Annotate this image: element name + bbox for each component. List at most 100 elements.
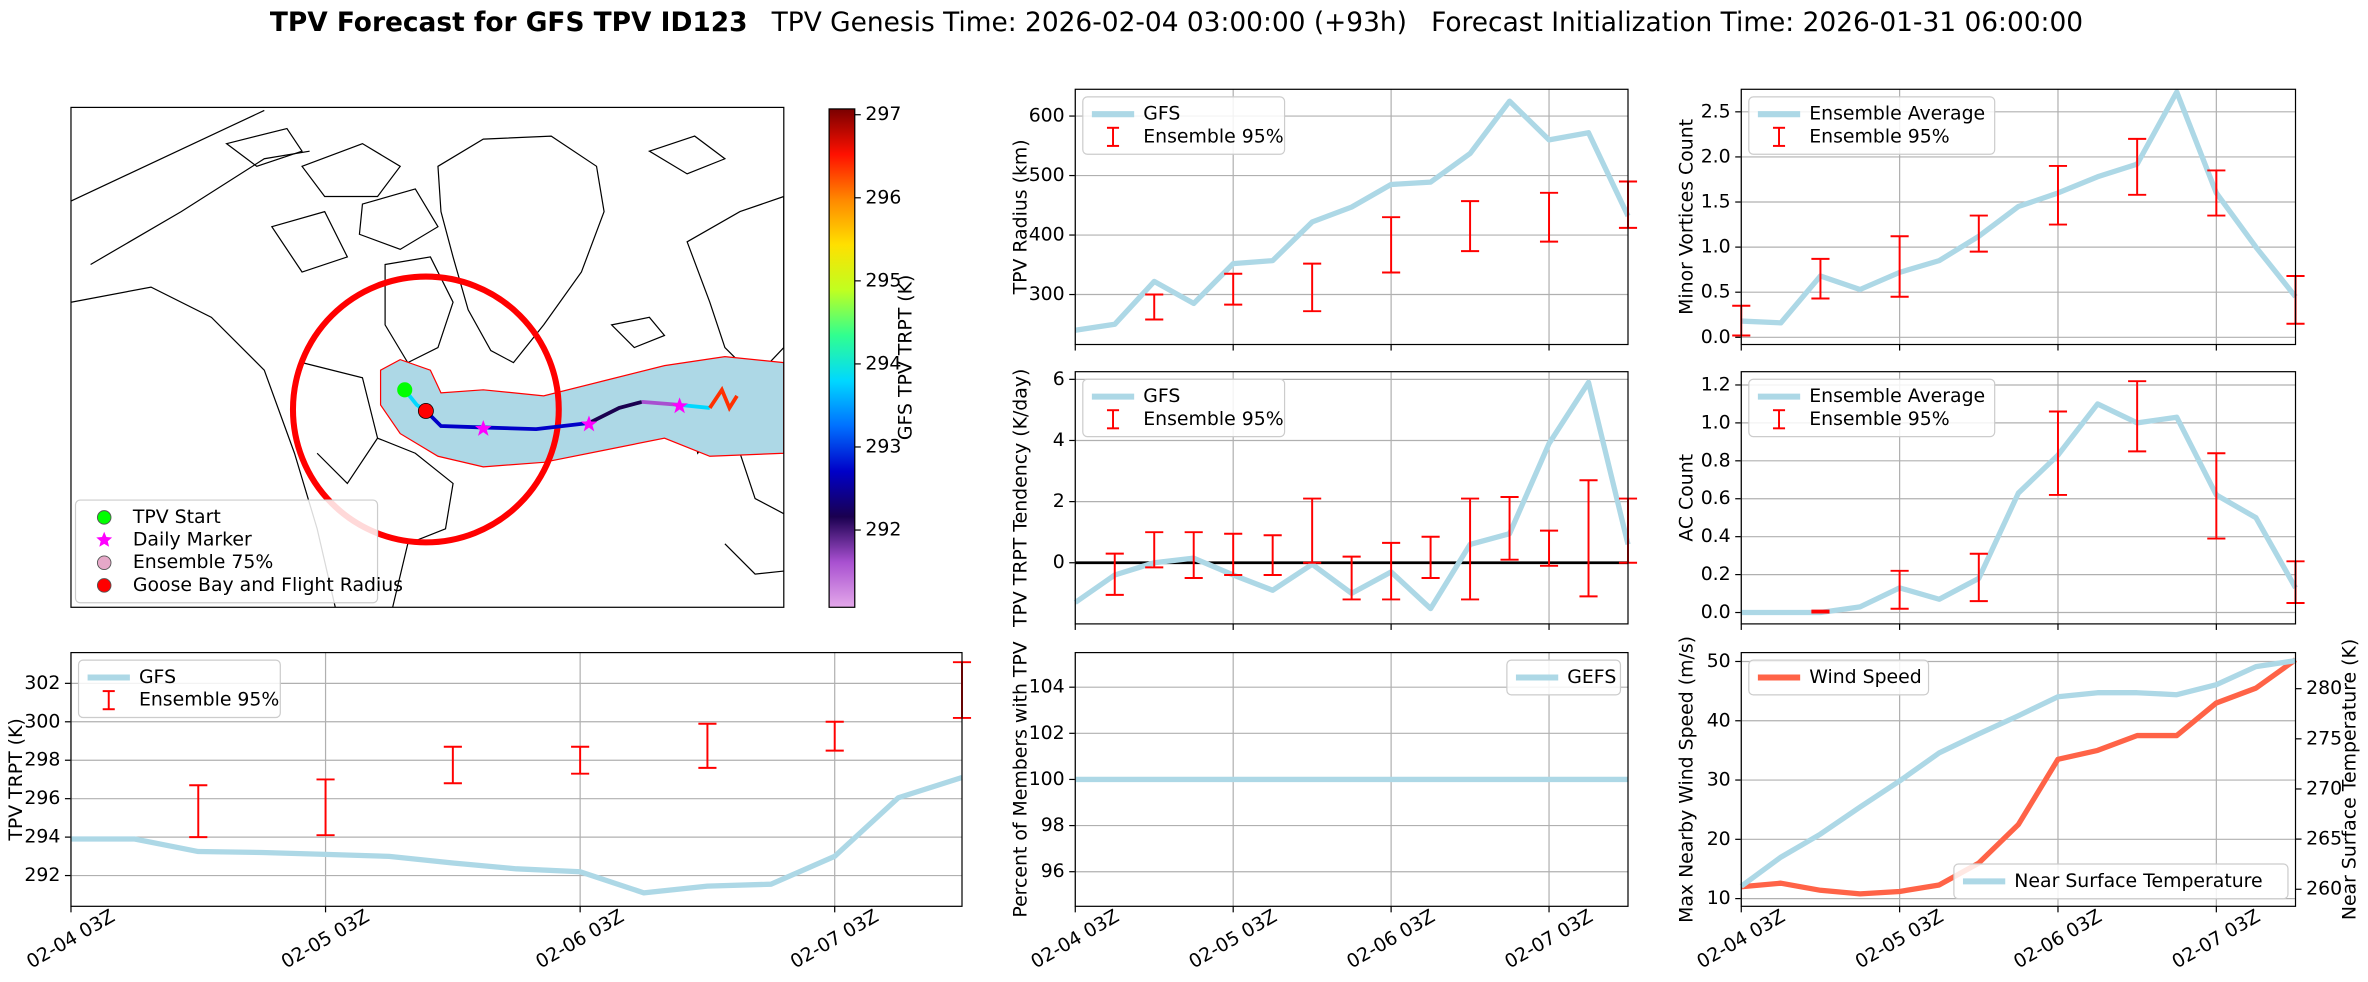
legend-label: TPV Start (132, 506, 221, 528)
legend-label: Near Surface Temperature (2014, 870, 2262, 892)
plot-frame (1740, 371, 2297, 625)
daily-marker (580, 415, 598, 432)
error-bar (698, 722, 717, 769)
y-tick-label: 294 (24, 826, 60, 848)
y-axis-label: TPV Radius (km) (1009, 139, 1031, 295)
plot-frame (1074, 371, 1629, 625)
y-tick-label: 10 (1707, 887, 1731, 909)
legend-label: GFS (139, 666, 176, 688)
y-tick-label: 102 (1029, 722, 1065, 744)
y-tick-label: 20 (1707, 828, 1731, 850)
y-tick-label: 600 (1029, 105, 1065, 127)
legend-label: Wind Speed (1809, 666, 1922, 688)
legend-label: Ensemble 95% (1143, 125, 1283, 147)
legend-marker (96, 578, 112, 593)
y-tick-label: 104 (1029, 676, 1065, 698)
legend-label: GFS (1143, 385, 1180, 407)
y-tick-label: 0.2 (1701, 563, 1731, 585)
y-tick-label: 0.8 (1701, 449, 1731, 471)
legend-marker (96, 510, 112, 525)
y-tick-label: 302 (24, 672, 60, 694)
error-bar (571, 745, 590, 775)
flight-radius (289, 273, 562, 546)
legend-label: GFS (1143, 103, 1180, 125)
legend-label: Ensemble Average (1809, 385, 1985, 407)
y-tick-label: 300 (24, 710, 60, 732)
error-bar (1105, 552, 1124, 596)
legend-label: Ensemble 95% (139, 689, 279, 711)
error-bar (1382, 216, 1401, 274)
map-frame (70, 106, 785, 608)
error-bar (1342, 555, 1361, 601)
y-tick-label: 1.0 (1701, 236, 1731, 258)
series-line (1739, 657, 2296, 889)
y-tick-label: 300 (1029, 283, 1065, 305)
error-bar (2207, 169, 2226, 217)
ensemble-region (379, 355, 784, 468)
y-axis-label: AC Count (1675, 454, 1697, 542)
legend-frame (1953, 863, 2289, 900)
coastline (90, 150, 310, 265)
error-bar (1461, 200, 1480, 253)
error-bar (1811, 257, 1830, 300)
series-line (1741, 657, 2298, 897)
legend: GEFS (1506, 659, 1622, 696)
plot-frame (1074, 651, 1629, 907)
coastline (301, 142, 402, 198)
error-bar (1421, 535, 1440, 580)
y2-tick-label: 265 (2306, 828, 2342, 850)
error-bar (1811, 609, 1830, 614)
y-axis-label: TPV TRPT Tendency (K/day) (1009, 369, 1031, 628)
y-tick-label: 0.0 (1701, 326, 1731, 348)
error-bar (2128, 380, 2147, 453)
error-bar (1382, 541, 1401, 601)
error-bar (1145, 531, 1164, 569)
coastline (270, 210, 349, 273)
error-bar (189, 784, 208, 839)
legend-frame (1748, 659, 1930, 696)
coastline (225, 127, 303, 167)
track-segment (708, 385, 739, 413)
error-bar (2128, 137, 2147, 196)
error-bar (2048, 410, 2068, 496)
y-tick-label: 1.5 (1701, 191, 1731, 213)
error-bar (1890, 569, 1909, 610)
error-bar (1184, 531, 1203, 580)
genesis-time: TPV Genesis Time: 2026-02-04 03:00:00 (+… (771, 6, 1407, 37)
colorbar-tick-label: 296 (865, 186, 901, 208)
colorbar-tick-label: 297 (865, 103, 901, 125)
colorbar-label: GFS TPV TRPT (K) (895, 275, 917, 440)
y-tick-label: 40 (1707, 709, 1731, 731)
y-tick-label: 400 (1029, 224, 1065, 246)
error-bar (1145, 293, 1164, 321)
y-tick-label: 500 (1029, 164, 1065, 186)
y-tick-label: 98 (1041, 814, 1065, 836)
init-time: Forecast Initialization Time: 2026-01-31… (1431, 6, 2083, 37)
plot-frame (1074, 88, 1629, 346)
coastline (610, 316, 666, 349)
legend-label: GEFS (1567, 666, 1616, 688)
track-segment (588, 400, 643, 425)
coastline (647, 135, 727, 175)
error-bar (1500, 496, 1519, 561)
y-tick-label: 6 (1053, 368, 1065, 390)
plot-frame (1740, 651, 2297, 907)
y-tick-label: 0.4 (1701, 525, 1731, 547)
colorbar-tick-label: 292 (865, 519, 901, 541)
coastline (437, 135, 605, 364)
error-bar (1579, 479, 1598, 598)
legend-label: Ensemble 95% (1809, 408, 1949, 430)
error-bar (1224, 532, 1243, 576)
y-tick-label: 0 (1053, 551, 1065, 573)
error-bar (1969, 552, 1988, 603)
legend-label: Goose Bay and Flight Radius (133, 574, 403, 596)
legend-frame (1748, 378, 1996, 438)
y2-tick-label: 275 (2306, 727, 2342, 749)
legend-label: Ensemble 95% (1809, 125, 1949, 147)
y-tick-label: 2.0 (1701, 145, 1731, 167)
